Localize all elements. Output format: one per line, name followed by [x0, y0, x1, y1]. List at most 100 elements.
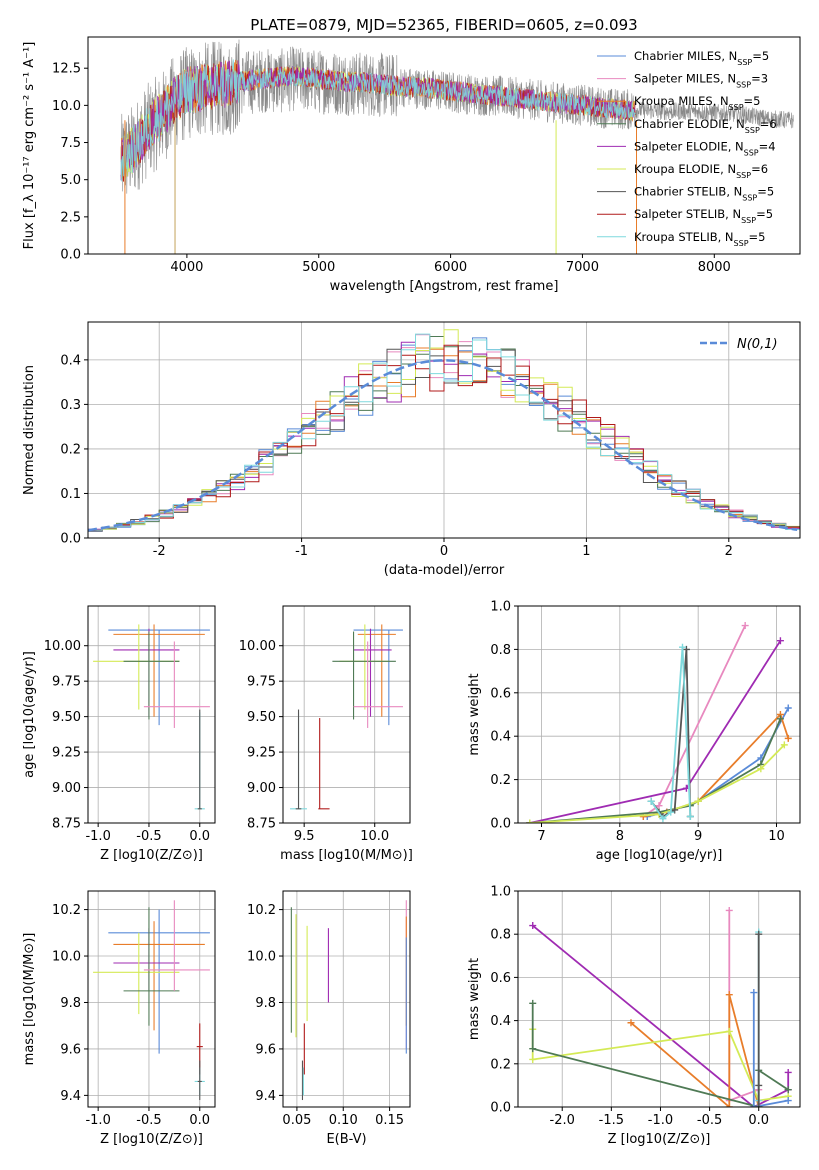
y-tick-label: 9.8 — [60, 996, 81, 1011]
x-tick-label: -2 — [153, 544, 166, 559]
y-axis-label: Normed distribution — [22, 365, 37, 495]
x-axis-label: E(B-V) — [326, 1132, 366, 1147]
weight-point — [784, 704, 792, 712]
mass_weight_vs_age-plot-area — [526, 622, 792, 823]
age_vs_mass-plot-area — [290, 624, 403, 810]
figure-title: PLATE=0879, MJD=52365, FIBERID=0605, z=0… — [250, 16, 637, 34]
weight-point — [725, 991, 733, 999]
weight-point — [741, 622, 749, 630]
x-tick-label: 4000 — [170, 260, 203, 275]
y-tick-label: 8.75 — [247, 817, 276, 832]
weight-line — [643, 712, 790, 818]
y-tick-label: 0.4 — [490, 730, 511, 745]
weight-line — [630, 994, 760, 1107]
model-spectrum-line — [120, 59, 636, 182]
x-tick-label: -1.0 — [85, 1113, 110, 1128]
y-tick-label: 9.25 — [247, 746, 276, 761]
x-axis-label: age [log10(age/yr)] — [596, 848, 723, 863]
weight-point — [776, 637, 784, 645]
x-tick-label: 9.5 — [294, 829, 315, 844]
x-tick-label: 0.0 — [189, 1113, 210, 1128]
weight-point — [750, 1103, 758, 1107]
y-tick-label: 0.0 — [60, 248, 81, 263]
y-tick-label: 0.0 — [490, 817, 511, 832]
y-tick-label: 10.0 — [52, 950, 81, 965]
legend-entry: Chabrier MILES, NSSP=5 — [634, 49, 769, 67]
weight-point — [757, 765, 765, 773]
weight-point — [529, 1055, 537, 1063]
age_vs_Z-frame — [87, 605, 216, 824]
mass_weight_vs_age-panel: 7 8 9 10 0.0 0.2 0.4 0.6 0.8 1.0 age [log10(age/yr… — [467, 600, 801, 863]
y-tick-label: 10.00 — [239, 639, 276, 654]
y-tick-label: 2.5 — [60, 210, 81, 225]
x-tick-label: 0.05 — [282, 1113, 311, 1128]
y-tick-label: 0.2 — [490, 1057, 511, 1072]
x-tick-label: 8 — [616, 829, 624, 844]
y-tick-label: 9.00 — [52, 781, 81, 796]
legend-entry: Kroupa MILES, NSSP=5 — [634, 94, 760, 112]
y-tick-label: 10.2 — [52, 903, 81, 918]
legend-entry: Chabrier STELIB, NSSP=5 — [634, 185, 774, 203]
weight-point — [679, 643, 686, 651]
weight-point — [529, 1045, 537, 1053]
weight-point — [784, 1086, 792, 1094]
y-tick-label: 0.6 — [490, 686, 511, 701]
weight-line — [529, 640, 782, 823]
mass_vs_Z-panel: -1.0 -0.5 0.0 9.4 9.6 9.8 10.0 10.2 Z [log10(Z/Z… — [22, 890, 216, 1147]
legend-entry: N(0,1) — [737, 337, 778, 352]
spectrum-frame — [87, 36, 801, 255]
x-tick-label: 6000 — [434, 260, 467, 275]
y-tick-label: 9.4 — [60, 1089, 81, 1104]
y-tick-label: 0.2 — [490, 773, 511, 788]
weight-point — [755, 1103, 763, 1107]
weight-point — [529, 999, 537, 1007]
y-tick-label: 0.0 — [490, 1101, 511, 1116]
x-tick-label: -0.5 — [136, 829, 161, 844]
x-tick-label: 10 — [768, 829, 785, 844]
y-tick-label: 0.4 — [60, 353, 81, 368]
x-axis-label: Z [log10(Z/Z⊙)] — [608, 1132, 711, 1147]
legend-entry: Kroupa STELIB, NSSP=5 — [634, 230, 765, 248]
legend-entry: Salpeter STELIB, NSSP=5 — [634, 207, 773, 225]
weight-point — [780, 741, 788, 749]
x-tick-label: 1 — [582, 544, 590, 559]
weight-point — [529, 922, 537, 930]
weight-point — [755, 1081, 763, 1089]
weight-point — [671, 806, 679, 814]
residual-histogram — [88, 344, 800, 531]
weight-point — [647, 797, 655, 805]
age_vs_Z-plot-area — [93, 624, 210, 810]
x-tick-label: 0.0 — [748, 1113, 769, 1128]
x-tick-label: -1.0 — [85, 829, 110, 844]
y-tick-label: 9.50 — [247, 710, 276, 725]
mass_vs_Z-frame — [87, 890, 216, 1108]
weight-line — [531, 1003, 789, 1107]
y-axis-label: mass weight — [467, 673, 482, 755]
x-tick-label: -0.5 — [697, 1113, 722, 1128]
mass_vs_ebv-frame — [282, 890, 411, 1108]
x-axis-label: (data-model)/error — [384, 563, 505, 578]
y-tick-label: 10.00 — [44, 639, 81, 654]
weight-point — [526, 819, 534, 823]
charts-container: 4000 5000 6000 7000 80000.02.55.07.510.012.5… — [22, 36, 801, 1147]
y-tick-label: 12.5 — [52, 62, 81, 77]
x-axis-label: Z [log10(Z/Z⊙)] — [100, 1132, 203, 1147]
mass_weight_vs_age-frame — [517, 605, 801, 824]
weight-point — [686, 812, 694, 820]
x-tick-label: -1.0 — [648, 1113, 673, 1128]
y-tick-label: 0.0 — [60, 532, 81, 547]
y-tick-label: 0.1 — [60, 487, 81, 502]
y-tick-label: 0.4 — [490, 1014, 511, 1029]
x-tick-label: 0.15 — [375, 1113, 404, 1128]
weight-line — [650, 647, 692, 821]
mass_vs_ebv-panel: 0.05 0.10 0.15 9.4 9.6 9.8 10.0 10.2 E(B-V) — [247, 890, 411, 1147]
weight-point — [627, 1019, 635, 1027]
y-tick-label: 9.00 — [247, 781, 276, 796]
weight-point — [776, 715, 784, 723]
residual-legend: N(0,1) — [700, 337, 778, 352]
weight-point — [694, 797, 702, 805]
x-tick-label: -2.0 — [550, 1113, 575, 1128]
weight-point — [784, 734, 792, 742]
y-tick-label: 10.2 — [247, 903, 276, 918]
